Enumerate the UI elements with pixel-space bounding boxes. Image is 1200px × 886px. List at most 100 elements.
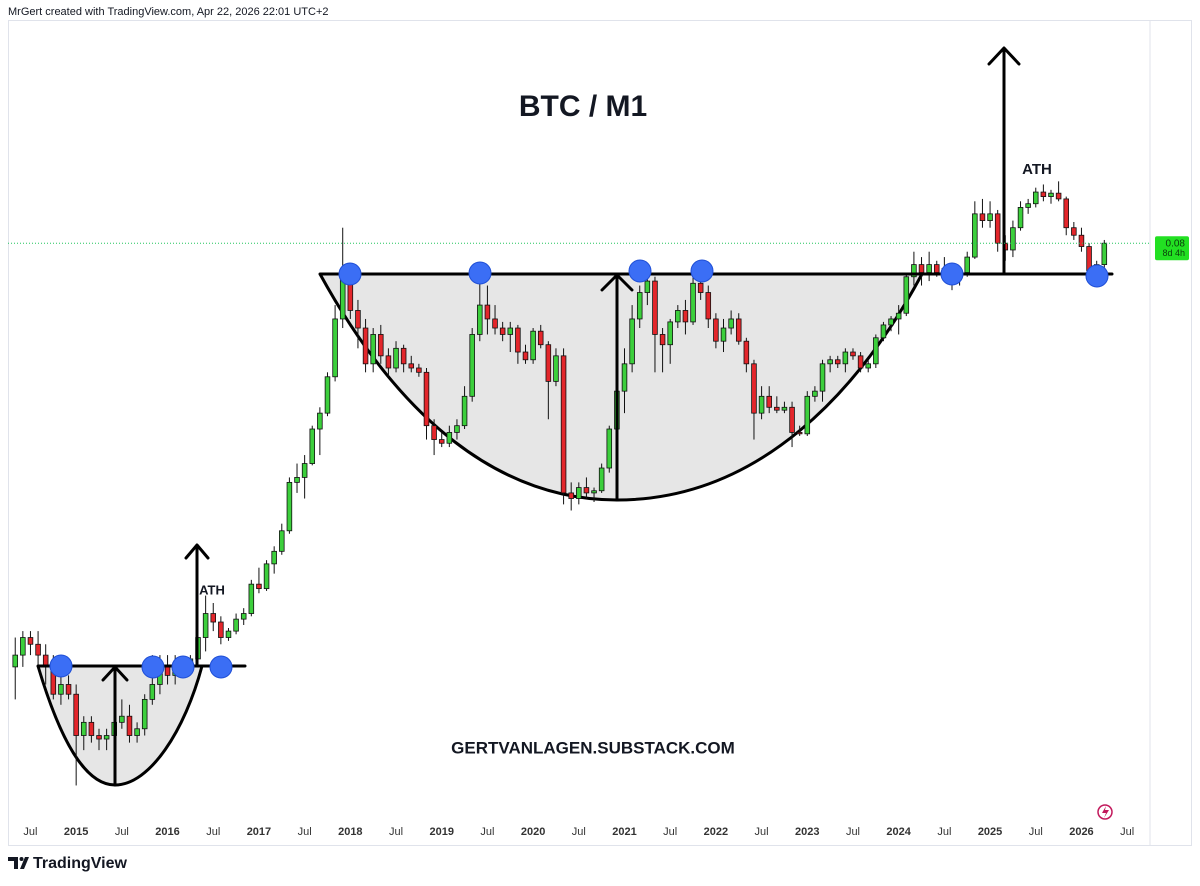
touch-point <box>209 655 233 679</box>
candle-body <box>895 312 902 320</box>
candle-body <box>1048 192 1054 197</box>
x-tick-label: Jul <box>23 826 37 838</box>
candle-body <box>728 318 734 329</box>
candle-body <box>362 327 369 365</box>
candle-body <box>141 698 148 730</box>
x-tick-label: Jul <box>298 826 312 838</box>
candle-body <box>355 310 361 329</box>
candle-body <box>758 395 765 414</box>
candle-body <box>378 334 384 357</box>
watermark: GERTVANLAGEN.SUBSTACK.COM <box>451 738 735 757</box>
candle-body <box>499 327 506 335</box>
candle-body <box>598 467 605 492</box>
candle-body <box>1033 191 1039 205</box>
candle-body <box>256 583 262 590</box>
candle-body <box>530 330 536 361</box>
candle-body <box>827 359 833 365</box>
x-tick-label: 2021 <box>612 826 636 838</box>
candle-body <box>804 395 811 435</box>
candle-body <box>636 292 643 320</box>
candle-body <box>454 425 460 433</box>
candle-body <box>1040 191 1047 197</box>
candle-body <box>834 359 841 365</box>
candle-body <box>1055 192 1062 200</box>
candle-body <box>370 334 376 365</box>
candle-body <box>385 355 392 369</box>
touch-point <box>1085 264 1109 288</box>
candle-body <box>324 376 331 414</box>
candle-body <box>545 344 552 382</box>
candle-body <box>492 318 498 329</box>
candle-body <box>918 264 925 273</box>
x-tick-label: 2023 <box>795 826 819 838</box>
candle-body <box>842 351 849 365</box>
x-tick-label: 2018 <box>338 826 362 838</box>
icon-ring <box>1097 804 1113 820</box>
candle-body <box>560 355 567 494</box>
candle-body <box>987 213 993 221</box>
candle-body <box>994 213 1001 244</box>
candle-body <box>865 363 871 369</box>
price-tag-label: 0.08 <box>1166 238 1186 249</box>
candle-body <box>964 256 970 273</box>
candle-body <box>1017 207 1024 229</box>
alert-icon <box>1097 804 1113 820</box>
candle-body <box>781 406 788 411</box>
candle-body <box>301 463 308 478</box>
candle-body <box>568 492 574 499</box>
candle-body <box>583 487 590 494</box>
candle-body <box>606 428 613 469</box>
candle-body <box>972 213 978 258</box>
touch-point <box>628 259 652 283</box>
candle-body <box>423 371 430 427</box>
candle-body <box>1078 234 1085 247</box>
candle-body <box>507 327 514 335</box>
candle-body <box>332 318 338 378</box>
candle-body <box>576 487 582 499</box>
logo-mark <box>8 857 29 869</box>
touch-point <box>690 259 714 283</box>
candle-body <box>233 618 239 632</box>
candle-body <box>477 304 483 335</box>
x-tick-label: Jul <box>755 826 769 838</box>
candle-body <box>210 613 217 623</box>
candle-body <box>789 406 795 433</box>
candle-body <box>1071 227 1077 236</box>
touch-point <box>940 262 964 286</box>
candle-body <box>682 310 689 323</box>
candle-body <box>279 530 285 552</box>
candle-body <box>735 318 742 342</box>
touch-point <box>141 655 165 679</box>
candle-body <box>446 432 453 444</box>
small-target-arrow <box>184 543 210 668</box>
candle-body <box>705 292 712 320</box>
x-tick-label: 2016 <box>155 826 179 838</box>
candle-body <box>766 395 772 408</box>
chart-frame <box>8 20 1192 846</box>
candle-body <box>218 621 224 638</box>
logo-dot <box>19 857 24 861</box>
candle-body <box>537 330 544 346</box>
tradingview-logo: TradingView <box>8 855 128 872</box>
candle-body <box>652 280 658 335</box>
candle-body <box>621 363 628 392</box>
x-tick-label: Jul <box>1120 826 1134 838</box>
candle-body <box>819 363 826 392</box>
touch-point <box>171 655 195 679</box>
candle-body <box>12 654 18 668</box>
candle-body <box>667 321 673 346</box>
price-tag <box>1155 236 1189 261</box>
icon-bolt <box>1102 806 1109 818</box>
candle-body <box>743 340 750 365</box>
x-tick-label: Jul <box>572 826 586 838</box>
candle-body <box>659 334 666 346</box>
x-tick-label: Jul <box>115 826 129 838</box>
candle-body <box>880 324 887 339</box>
candle-body <box>522 351 529 361</box>
candle-body <box>903 276 910 314</box>
candle-body <box>515 327 521 353</box>
candle-body <box>857 355 864 369</box>
candle-body <box>248 583 255 614</box>
x-tick-label: 2020 <box>521 826 545 838</box>
candle-body <box>720 327 727 342</box>
